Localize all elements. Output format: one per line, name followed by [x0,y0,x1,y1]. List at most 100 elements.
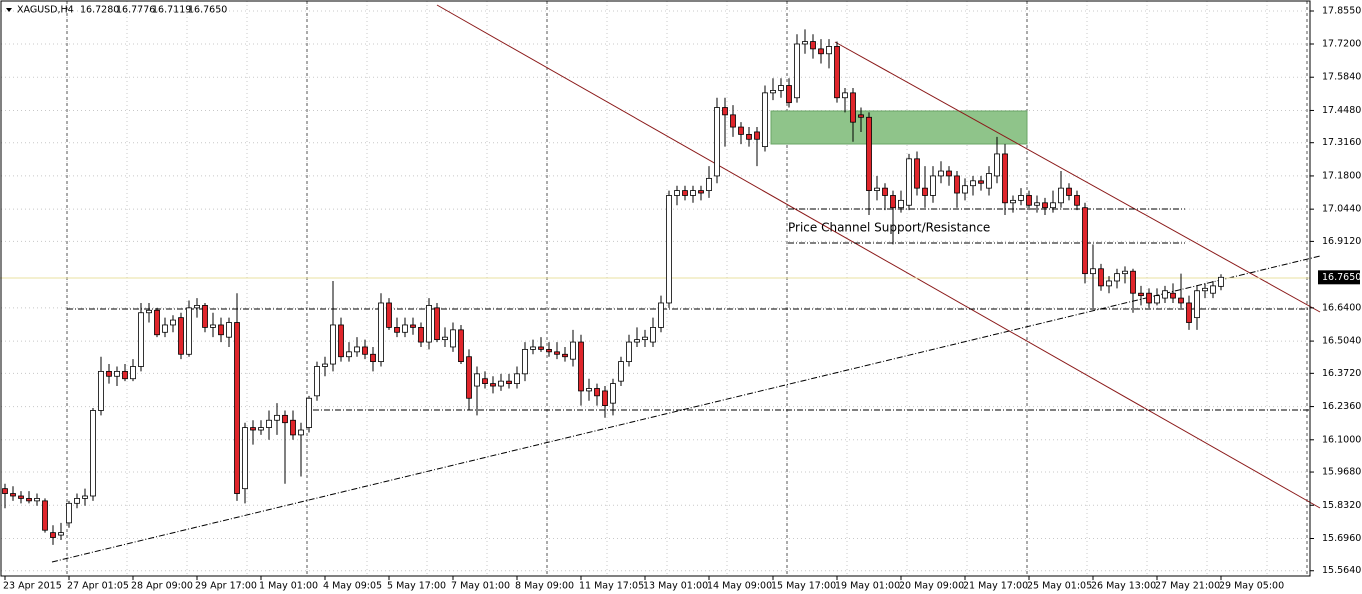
candle-body [738,126,744,135]
candle-body [570,341,576,360]
candle-body [618,361,624,382]
trendline [51,255,1321,563]
candle-body [138,312,144,367]
header-low: 16.7119 [152,5,191,16]
candle-body [514,373,520,384]
candle-body [378,302,384,363]
candle-body [650,327,656,343]
candle-body [314,366,320,397]
candle-body [42,500,48,531]
candle-body [402,324,408,333]
header-high: 16.7776 [116,5,155,16]
candle-body [266,419,272,428]
candle-body [162,324,168,333]
candle-body [218,324,224,336]
candle-body [1042,202,1048,209]
header: XAGUSD,H4 16.7280 16.7776 16.7119 16.765… [6,5,227,16]
candle-body [850,92,856,123]
x-tick-label: 21 May 17:00 [963,581,1028,592]
y-tick-label: 17.3160 [1322,137,1361,148]
candle-body [1010,199,1016,204]
x-tick-label: 13 May 01:00 [643,581,708,592]
y-tick-label: 16.3720 [1322,368,1361,379]
candle-body [298,429,304,436]
x-tick-label: 29 Apr 17:00 [195,581,257,592]
candle-body [1130,270,1136,294]
candle-body [1018,195,1024,201]
candle-body [538,346,544,350]
x-tick-label: 29 May 05:00 [1219,581,1284,592]
candle-body [170,319,176,326]
y-tick-label: 16.6400 [1322,302,1361,313]
x-tick-label: 7 May 01:00 [451,581,510,592]
x-tick-label: 20 May 09:00 [899,581,964,592]
candle-body [82,495,88,499]
candle-body [306,397,312,428]
candles [2,29,1224,545]
candle-body [722,107,728,116]
candle-body [154,309,160,336]
y-tick-label: 15.8320 [1322,500,1361,511]
candle-body [978,180,984,184]
candle-body [242,427,248,490]
y-tick-label: 16.2360 [1322,401,1361,412]
candle-body [330,324,336,365]
channel-upper [834,41,1321,313]
candle-body [1202,287,1208,292]
candle-body [1138,292,1144,297]
candle-body [746,133,752,140]
candle-body [202,305,208,328]
candle-body [1074,195,1080,206]
candle-body [586,388,592,392]
candle-body [322,363,328,367]
candle-body [1034,202,1040,206]
candle-body [1194,290,1200,319]
y-tick-label: 17.8550 [1322,6,1361,17]
candle-body [114,370,120,377]
candle-body [898,199,904,209]
channel-lower [436,4,1321,509]
candle-body [930,175,936,196]
candle-body [26,498,32,502]
current-price-box [1318,270,1360,285]
y-tick-label: 15.5640 [1322,565,1361,576]
candle-body [994,153,1000,177]
candle-body [474,373,480,387]
candle-body [186,307,192,355]
x-tick-label: 28 Apr 09:00 [131,581,193,592]
candle-body [690,190,696,196]
candle-body [290,419,296,436]
candle-body [1178,297,1184,304]
candle-body [602,390,608,406]
candle-body [1186,302,1192,323]
candle-body [914,158,920,189]
candle-body [258,427,264,431]
y-tick-label: 15.6960 [1322,533,1361,544]
x-tick-label: 27 Apr 01:05 [67,581,129,592]
candle-body [1026,195,1032,206]
candle-body [122,370,128,380]
candle-body [2,488,8,494]
x-tick-label: 23 Apr 2015 [3,581,62,592]
candle-body [394,327,400,333]
candle-body [954,175,960,194]
candle-body [338,324,344,358]
candle-body [890,195,896,209]
candle-body [1002,153,1008,204]
candle-body [714,107,720,177]
candle-body [450,329,456,348]
candle-body [410,324,416,328]
annotation: Price Channel Support/Resistance [788,221,990,235]
x-tick-label: 1 May 01:00 [259,581,318,592]
y-tick-label: 17.1800 [1322,170,1361,181]
candle-body [66,502,72,524]
candle-body [1098,268,1104,287]
candle-body [34,498,40,502]
candle-body [626,341,632,363]
drawings [0,4,1321,563]
zone-box [770,110,1028,145]
candle-body [770,90,776,94]
candle-body [386,302,392,328]
candle-body [74,498,80,504]
